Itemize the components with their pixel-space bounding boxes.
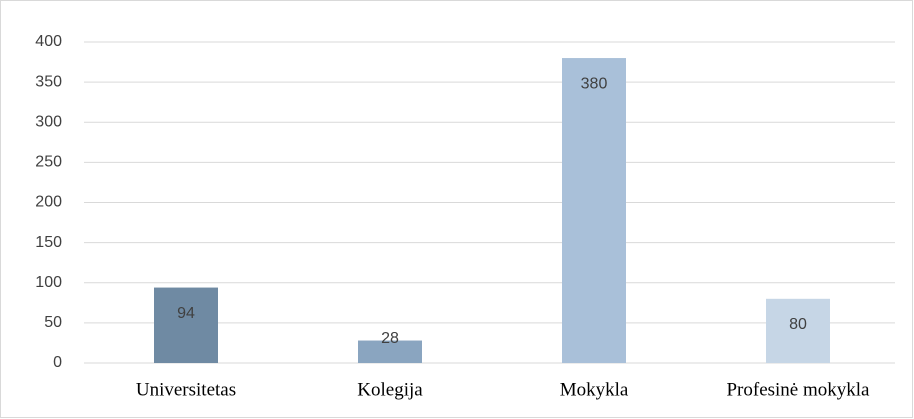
y-tick-label: 300 [35,113,62,130]
y-tick-label: 0 [53,354,62,371]
value-label: 80 [789,316,807,333]
bar [154,287,218,363]
bar [358,340,422,363]
x-tick-label: Mokykla [560,379,629,400]
x-tick-label: Kolegija [357,379,423,400]
y-tick-label: 50 [44,314,62,331]
value-label: 94 [177,305,195,322]
y-tick-label: 200 [35,194,62,211]
value-label: 28 [381,330,399,347]
bar [766,298,830,363]
y-tick-label: 250 [35,154,62,171]
bar [562,58,626,364]
value-label: 380 [581,75,608,92]
y-tick-label: 400 [35,33,62,50]
x-tick-label: Universitetas [136,379,236,400]
y-tick-label: 100 [35,274,62,291]
x-tick-label: Profesinė mokykla [726,379,870,400]
y-tick-label: 350 [35,73,62,90]
y-tick-label: 150 [35,234,62,251]
